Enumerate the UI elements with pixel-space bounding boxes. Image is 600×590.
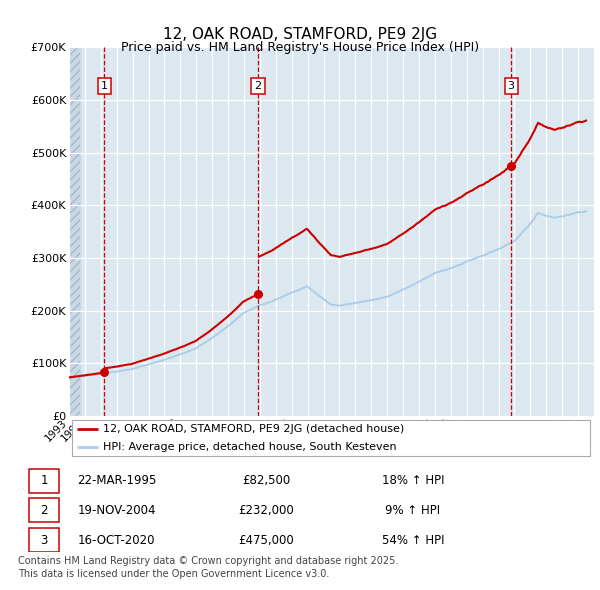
Text: 54% ↑ HPI: 54% ↑ HPI — [382, 533, 444, 547]
FancyBboxPatch shape — [29, 528, 59, 552]
Text: 12, OAK ROAD, STAMFORD, PE9 2JG (detached house): 12, OAK ROAD, STAMFORD, PE9 2JG (detache… — [103, 424, 404, 434]
FancyBboxPatch shape — [71, 419, 590, 457]
Text: 1: 1 — [101, 81, 108, 91]
Text: 22-MAR-1995: 22-MAR-1995 — [77, 474, 157, 487]
Text: £82,500: £82,500 — [242, 474, 290, 487]
Text: 1: 1 — [40, 474, 47, 487]
Bar — [69, 47, 80, 416]
Text: Contains HM Land Registry data © Crown copyright and database right 2025.
This d: Contains HM Land Registry data © Crown c… — [18, 556, 398, 579]
Text: 2: 2 — [254, 81, 262, 91]
Text: 2: 2 — [40, 503, 47, 517]
Text: £475,000: £475,000 — [238, 533, 294, 547]
Text: 3: 3 — [40, 533, 47, 547]
Text: Price paid vs. HM Land Registry's House Price Index (HPI): Price paid vs. HM Land Registry's House … — [121, 41, 479, 54]
Text: HPI: Average price, detached house, South Kesteven: HPI: Average price, detached house, Sout… — [103, 442, 397, 453]
Text: 18% ↑ HPI: 18% ↑ HPI — [382, 474, 444, 487]
Text: 9% ↑ HPI: 9% ↑ HPI — [385, 503, 440, 517]
FancyBboxPatch shape — [29, 498, 59, 522]
FancyBboxPatch shape — [29, 469, 59, 493]
Bar — [69, 47, 80, 416]
Text: 12, OAK ROAD, STAMFORD, PE9 2JG: 12, OAK ROAD, STAMFORD, PE9 2JG — [163, 27, 437, 41]
Text: £232,000: £232,000 — [238, 503, 294, 517]
Text: 3: 3 — [508, 81, 515, 91]
Text: 19-NOV-2004: 19-NOV-2004 — [77, 503, 156, 517]
Text: 16-OCT-2020: 16-OCT-2020 — [77, 533, 155, 547]
